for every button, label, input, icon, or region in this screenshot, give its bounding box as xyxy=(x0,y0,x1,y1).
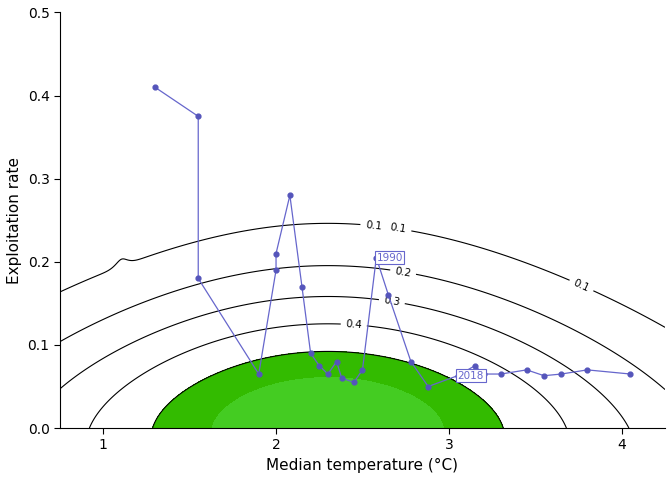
Point xyxy=(305,349,316,357)
Point xyxy=(521,366,532,374)
Text: 1990: 1990 xyxy=(376,252,403,263)
Point xyxy=(405,358,416,365)
Point xyxy=(253,370,264,378)
Point xyxy=(423,383,433,390)
Point xyxy=(296,283,307,290)
Point xyxy=(495,370,506,378)
Text: 2018: 2018 xyxy=(458,371,484,381)
Point xyxy=(556,370,566,378)
Point xyxy=(323,370,333,378)
Text: 0.1: 0.1 xyxy=(390,223,407,235)
Point xyxy=(539,372,550,380)
Point xyxy=(478,370,489,378)
Point xyxy=(271,266,282,274)
Point xyxy=(337,374,347,382)
Point xyxy=(150,84,161,91)
Point xyxy=(284,192,295,199)
Point xyxy=(193,275,204,282)
Text: 0.3: 0.3 xyxy=(383,295,401,308)
Point xyxy=(452,372,463,380)
Text: 0.1: 0.1 xyxy=(572,277,591,293)
Point xyxy=(331,358,342,365)
Point xyxy=(383,291,394,299)
Text: 0.2: 0.2 xyxy=(394,265,412,278)
Point xyxy=(582,366,593,374)
Point xyxy=(193,112,204,120)
Point xyxy=(349,379,360,386)
Point xyxy=(357,366,368,374)
Y-axis label: Exploitation rate: Exploitation rate xyxy=(7,157,22,284)
Point xyxy=(271,250,282,257)
Point xyxy=(314,362,325,370)
Point xyxy=(625,370,636,378)
Text: 0.4: 0.4 xyxy=(345,319,362,330)
Text: 0.1: 0.1 xyxy=(365,220,382,231)
Point xyxy=(470,362,480,370)
X-axis label: Median temperature (°C): Median temperature (°C) xyxy=(267,458,458,473)
Point xyxy=(371,254,382,262)
